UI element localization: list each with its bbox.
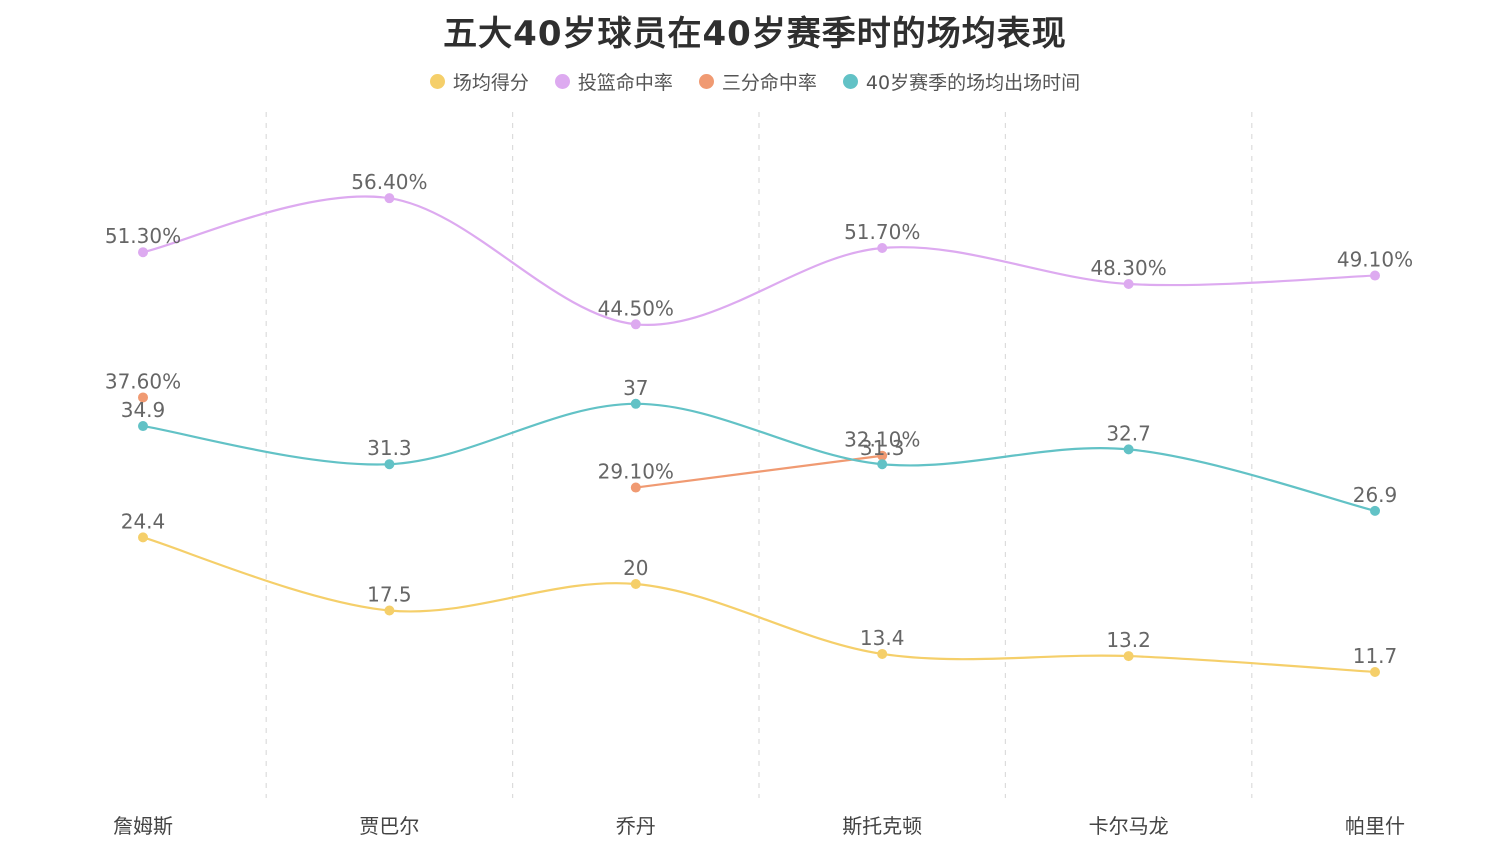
x-tick-label: 贾巴尔 xyxy=(359,814,419,838)
data-point[interactable] xyxy=(1123,444,1134,455)
data-point[interactable] xyxy=(1370,270,1380,281)
chart-title: 五大40岁球员在40岁赛季时的场均表现 xyxy=(443,14,1067,54)
legend-label: 三分命中率 xyxy=(721,72,817,94)
legend-item[interactable]: 场均得分 xyxy=(429,68,529,95)
legend: 场均得分 投篮命中率 三分命中率 40岁赛季的场均出场时间 xyxy=(0,68,1510,95)
data-point[interactable] xyxy=(630,482,641,493)
data-point[interactable] xyxy=(630,319,641,330)
legend-label: 40岁赛季的场均出场时间 xyxy=(865,72,1081,94)
data-point[interactable] xyxy=(384,193,395,204)
data-point[interactable] xyxy=(877,242,888,253)
data-label: 29.10% xyxy=(598,460,674,484)
data-label: 17.5 xyxy=(367,583,412,607)
legend-marker xyxy=(842,74,858,89)
x-tick-label: 詹姆斯 xyxy=(113,814,173,838)
data-label: 31.3 xyxy=(860,436,905,460)
data-label: 32.10% xyxy=(844,428,920,452)
data-point[interactable] xyxy=(384,459,395,470)
data-label: 49.10% xyxy=(1337,248,1413,272)
data-label: 32.7 xyxy=(1106,421,1151,445)
data-label: 37 xyxy=(623,376,648,400)
legend-marker xyxy=(698,74,714,89)
data-label: 13.4 xyxy=(860,626,905,650)
data-point[interactable] xyxy=(877,459,888,470)
data-point[interactable] xyxy=(1370,666,1380,677)
data-label: 48.30% xyxy=(1090,256,1166,280)
series-line xyxy=(142,195,1376,327)
legend-item[interactable]: 三分命中率 xyxy=(698,68,817,95)
legend-label: 投篮命中率 xyxy=(577,72,673,94)
data-label: 51.70% xyxy=(844,220,920,244)
data-point[interactable] xyxy=(138,392,148,403)
x-tick-label: 卡尔马龙 xyxy=(1089,814,1169,838)
data-point[interactable] xyxy=(138,532,148,543)
data-label: 56.40% xyxy=(351,170,427,194)
data-label: 26.9 xyxy=(1353,483,1398,507)
data-point[interactable] xyxy=(630,579,641,589)
data-point[interactable] xyxy=(630,398,641,409)
data-point[interactable] xyxy=(1370,505,1380,516)
data-label: 11.7 xyxy=(1353,644,1398,668)
legend-item[interactable]: 投篮命中率 xyxy=(554,68,673,95)
x-tick-label: 乔丹 xyxy=(616,814,656,838)
data-label: 44.50% xyxy=(598,296,674,320)
data-label: 24.4 xyxy=(121,509,166,533)
data-label: 20 xyxy=(623,556,648,580)
legend-item[interactable]: 40岁赛季的场均出场时间 xyxy=(842,68,1081,95)
data-label: 13.2 xyxy=(1106,628,1151,652)
series-line xyxy=(635,454,883,489)
data-label: 34.9 xyxy=(121,398,166,422)
legend-label: 场均得分 xyxy=(452,72,529,94)
legend-marker xyxy=(554,74,570,89)
data-point[interactable] xyxy=(1123,651,1134,662)
data-point[interactable] xyxy=(1123,279,1134,290)
data-label: 31.3 xyxy=(367,436,412,460)
data-label: 51.30% xyxy=(105,224,181,248)
data-point[interactable] xyxy=(384,605,395,616)
series-line xyxy=(142,402,1376,512)
x-tick-label: 帕里什 xyxy=(1345,814,1405,838)
data-label: 37.60% xyxy=(105,369,181,393)
data-point[interactable] xyxy=(877,648,888,659)
x-tick-label: 斯托克顿 xyxy=(842,814,922,838)
data-point[interactable] xyxy=(138,247,148,258)
legend-marker xyxy=(429,74,445,89)
series-line xyxy=(142,536,1376,674)
data-point[interactable] xyxy=(138,421,148,432)
